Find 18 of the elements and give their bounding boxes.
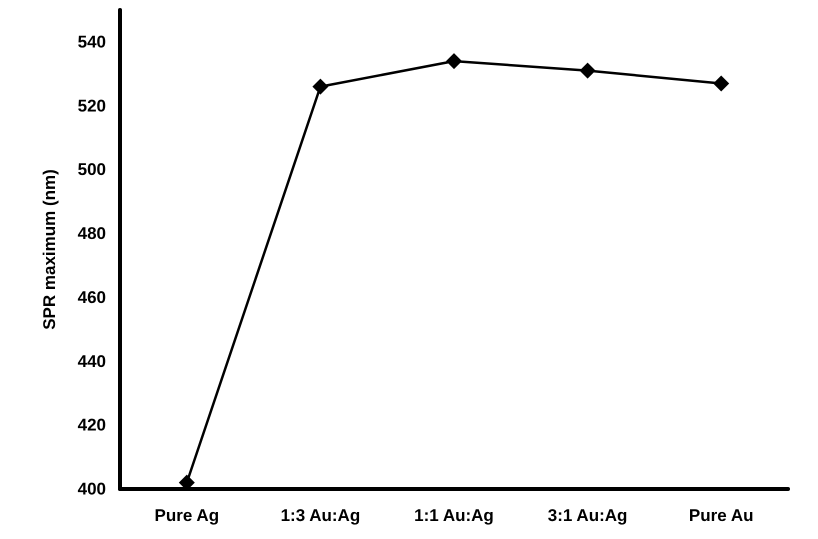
y-tick-label: 520 [78,96,106,116]
y-axis-title: SPR maximum (nm) [40,169,59,330]
point [580,62,596,79]
y-tick-label: 540 [78,32,106,52]
x-tick-label: Pure Ag [154,506,220,525]
point [713,75,730,92]
x-tick-label: 1:1 Au:Ag [414,506,494,525]
point [312,78,328,95]
y-tick-label: 480 [78,224,106,244]
x-tick-label: 3:1 Au:Ag [548,506,628,525]
y-tick-label: 400 [78,480,106,498]
y-tick-label: 500 [78,160,106,180]
x-tick-label: 1:3 Au:Ag [280,506,360,525]
y-tick-label: 440 [78,352,106,371]
point [446,53,462,70]
x-tick-label: Pure Au [688,506,754,525]
y-tick-label: 420 [78,416,106,435]
y-tick-label: 460 [78,288,106,307]
